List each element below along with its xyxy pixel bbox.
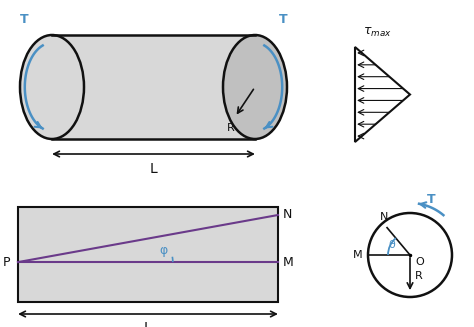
Text: M: M: [354, 250, 363, 260]
Text: N: N: [283, 209, 292, 221]
Text: φ: φ: [160, 245, 168, 257]
Ellipse shape: [20, 35, 84, 139]
Text: M: M: [283, 256, 294, 268]
Ellipse shape: [223, 35, 287, 139]
Text: R: R: [227, 123, 235, 133]
Text: T: T: [427, 193, 436, 206]
Text: T: T: [279, 13, 287, 26]
Text: O: O: [415, 257, 424, 267]
Text: L: L: [144, 321, 152, 327]
Text: R: R: [415, 271, 423, 281]
Text: N: N: [380, 212, 388, 222]
Bar: [18, 207, 278, 302]
Text: P: P: [2, 256, 10, 268]
Bar: [52, 35, 255, 139]
Text: L: L: [150, 162, 157, 176]
Text: θ: θ: [388, 240, 395, 250]
Circle shape: [368, 213, 452, 297]
Text: $\tau_{max}$: $\tau_{max}$: [363, 26, 392, 39]
Text: T: T: [20, 13, 28, 26]
